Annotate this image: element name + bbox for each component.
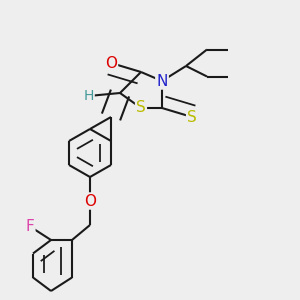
Text: O: O xyxy=(84,194,96,208)
Text: F: F xyxy=(26,219,34,234)
Text: H: H xyxy=(83,89,94,103)
Text: S: S xyxy=(136,100,146,116)
Text: S: S xyxy=(187,110,197,124)
Text: O: O xyxy=(105,56,117,70)
Text: N: N xyxy=(156,74,168,88)
